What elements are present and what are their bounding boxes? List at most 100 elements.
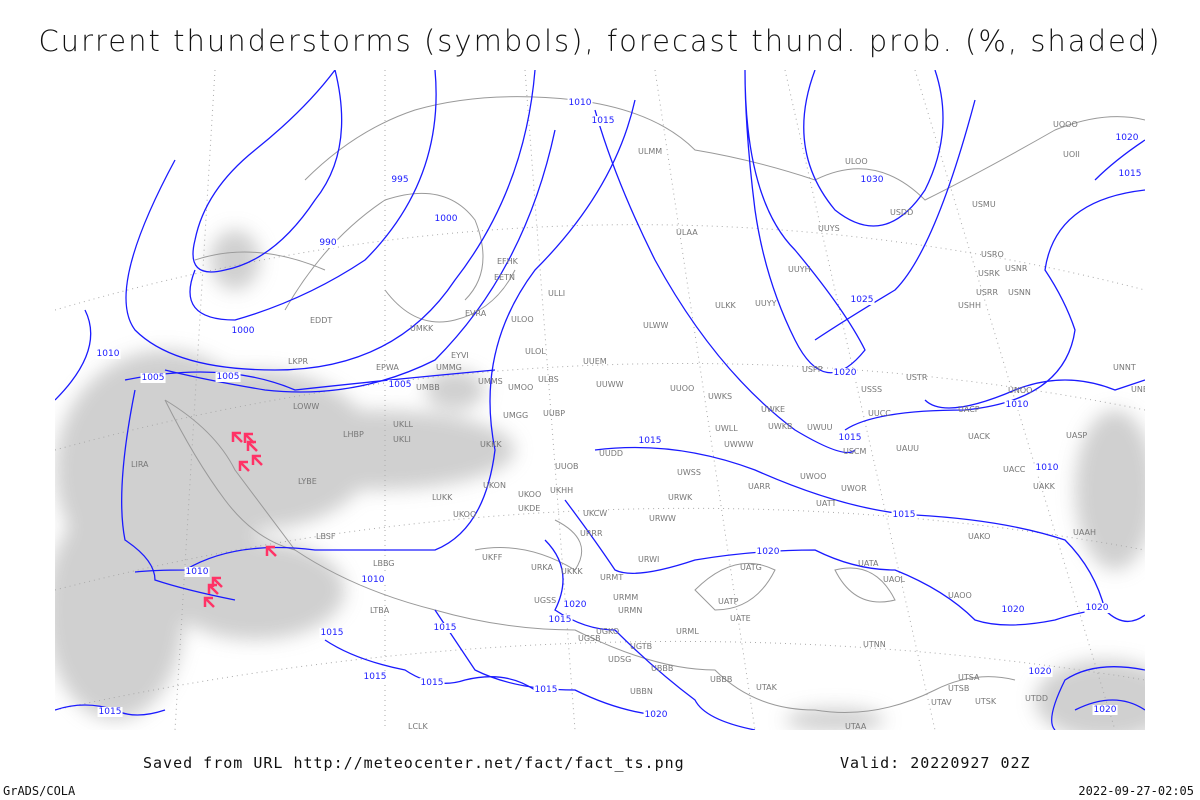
station-label: UKKK <box>561 567 583 576</box>
station-label: USRK <box>978 269 1000 278</box>
station-label: UUYY <box>755 299 777 308</box>
station-label: UOOO <box>1053 120 1078 129</box>
station-label: ULOL <box>525 347 546 356</box>
station-label: UKON <box>483 481 506 490</box>
isobar-label: 1015 <box>637 436 663 446</box>
station-label: UWKS <box>708 392 733 401</box>
station-label: LIRA <box>131 460 149 469</box>
station-label: USTR <box>906 373 928 382</box>
isobar-label: 1005 <box>215 372 241 382</box>
station-label: UGKO <box>596 627 620 636</box>
station-label: UWKE <box>761 405 786 414</box>
station-label: LTBA <box>370 606 390 615</box>
isobar-label: 1010 <box>95 349 121 359</box>
isobar-label: 1010 <box>360 575 386 585</box>
station-label: LKPR <box>288 357 309 366</box>
station-label: UAOL <box>883 575 905 584</box>
isobar-label: 1015 <box>362 672 388 682</box>
thunderstorm-symbol <box>231 431 243 443</box>
station-label: UWKB <box>768 422 793 431</box>
station-label: URRR <box>580 529 603 538</box>
isobar-label: 1020 <box>755 547 781 557</box>
thunderstorm-symbol <box>207 583 219 595</box>
station-label: UDSG <box>608 655 632 664</box>
isobar-label: 1015 <box>1117 169 1143 179</box>
thunderstorm-symbol <box>246 440 258 452</box>
station-label: UTAA <box>845 722 867 730</box>
isobar-label: 1015 <box>837 433 863 443</box>
station-label: UATP <box>718 597 739 606</box>
isobar-label: 1020 <box>832 368 858 378</box>
station-label: LYBE <box>298 477 317 486</box>
isobar-label: 1015 <box>319 628 345 638</box>
station-label: UNOO <box>1008 386 1033 395</box>
isobar-label: 1015 <box>419 678 445 688</box>
station-label: EDDT <box>310 316 333 325</box>
station-label: UASP <box>1066 431 1088 440</box>
station-label: EPWA <box>376 363 399 372</box>
isobar-label: 1020 <box>1000 605 1026 615</box>
station-label: UMMS <box>478 377 503 386</box>
station-label: UWSS <box>677 468 701 477</box>
station-label: UWWW <box>724 440 754 449</box>
station-label: UTNN <box>863 640 886 649</box>
station-label: UBBB <box>710 675 733 684</box>
isobar-label: 1015 <box>533 685 559 695</box>
station-label: ULAA <box>676 228 698 237</box>
station-label: UUEM <box>583 357 607 366</box>
station-label: EETN <box>494 273 515 282</box>
isobar-label: 1005 <box>387 380 413 390</box>
station-label: UAUU <box>896 444 920 453</box>
station-label: UKLI <box>393 435 411 444</box>
station-label: USNR <box>1005 264 1028 273</box>
isobar-label: 1005 <box>140 373 166 383</box>
station-label: URMT <box>600 573 624 582</box>
station-label: USSS <box>861 385 883 394</box>
station-label: UACC <box>1003 465 1026 474</box>
station-label: UACP <box>958 405 980 414</box>
station-label: USNN <box>1008 288 1031 297</box>
station-label: UARR <box>748 482 771 491</box>
isobar-label: 1000 <box>230 326 256 336</box>
station-label: UWOO <box>800 472 827 481</box>
isobar-label: 1015 <box>547 615 573 625</box>
isobar-label: 1010 <box>567 98 593 108</box>
station-label: USHH <box>958 301 981 310</box>
isobar-label: 1020 <box>562 600 588 610</box>
station-label: LCLK <box>408 722 428 730</box>
isobar-label: 990 <box>318 238 338 248</box>
station-label: URMM <box>613 593 639 602</box>
thunderstorm-symbol <box>238 460 250 472</box>
station-label: UUYS <box>818 224 840 233</box>
thunderstorm-probability-shading <box>55 230 1145 730</box>
station-label: UATA <box>858 559 879 568</box>
station-label: UTSA <box>958 673 980 682</box>
thunderstorm-symbol <box>265 545 277 557</box>
station-label: URKA <box>531 563 553 572</box>
station-label: UBBN <box>630 687 653 696</box>
station-label: UAKK <box>1033 482 1055 491</box>
station-label: ULLI <box>548 289 566 298</box>
map-canvas <box>55 70 1145 730</box>
software-credit: GrADS/COLA <box>3 784 76 798</box>
station-label: ULKK <box>715 301 736 310</box>
station-label: UUCC <box>868 409 891 418</box>
isobar-label: 1010 <box>1034 463 1060 473</box>
station-label: UUYH <box>788 265 811 274</box>
station-label: UATG <box>740 563 762 572</box>
station-label: LHBP <box>343 430 364 439</box>
station-label: USCM <box>843 447 867 456</box>
station-label: UMMG <box>436 363 462 372</box>
station-label: UMBB <box>416 383 440 392</box>
station-label: UAOO <box>948 591 972 600</box>
station-label: UKLL <box>393 420 414 429</box>
isobar-label: 1015 <box>432 623 458 633</box>
thunderstorm-symbol <box>211 576 223 588</box>
isobar-label: 1010 <box>1004 400 1030 410</box>
station-label: UTAK <box>756 683 777 692</box>
station-label: UUBP <box>543 409 566 418</box>
isobar-label: 1020 <box>643 710 669 720</box>
station-label: ULMM <box>638 147 663 156</box>
station-label: UTAV <box>931 698 952 707</box>
station-label: EFHK <box>497 257 518 266</box>
